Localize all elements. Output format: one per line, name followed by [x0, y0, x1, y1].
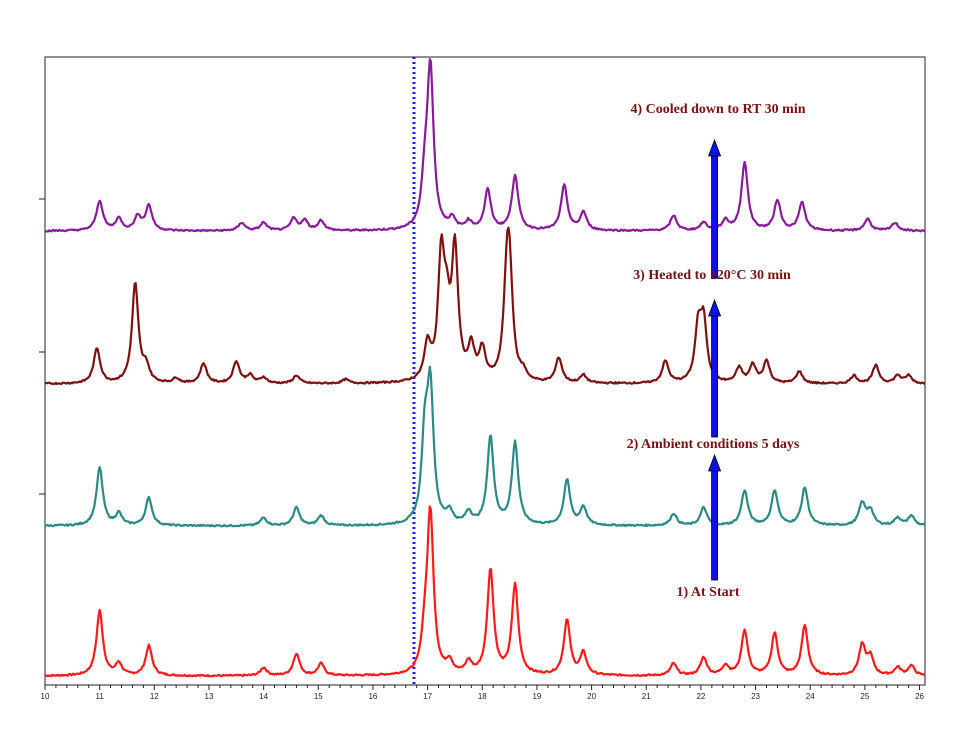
series-label-3: 3) Heated to 120°C 30 min — [633, 268, 791, 283]
y-axis-ticks — [39, 198, 45, 495]
x-tick-label: 14 — [259, 692, 268, 701]
x-tick-label: 20 — [587, 692, 596, 701]
x-tick-label: 21 — [642, 692, 651, 701]
x-tick-label: 23 — [751, 692, 760, 701]
series-label-1: 1) At Start — [677, 585, 740, 600]
plot-frame — [44, 56, 926, 686]
arrow-shaft — [711, 468, 718, 581]
x-tick-label: 17 — [423, 692, 432, 701]
x-tick-label: 13 — [205, 692, 214, 701]
series-label-4: 4) Cooled down to RT 30 min — [630, 102, 805, 117]
x-tick-label: 11 — [96, 692, 105, 701]
x-tick-label: 10 — [41, 692, 50, 701]
x-tick-label: 24 — [806, 692, 815, 701]
series-labels-group: 1) At Start 2) Ambient conditions 5 days 3… — [627, 102, 806, 600]
arrow-head-icon — [707, 138, 722, 157]
arrow-shaft — [711, 153, 718, 279]
x-tick-label: 12 — [150, 692, 159, 701]
x-tick-label: 19 — [532, 692, 541, 701]
x-tick-label: 15 — [314, 692, 323, 701]
arrow-head-icon — [707, 298, 722, 317]
series-line-3 — [44, 226, 926, 386]
series-group — [44, 57, 926, 678]
x-tick-label: 26 — [915, 692, 924, 701]
arrow-head-icon — [707, 453, 722, 472]
x-tick-label: 16 — [368, 692, 377, 701]
x-tick-label: 22 — [696, 692, 705, 701]
series-label-2: 2) Ambient conditions 5 days — [627, 437, 800, 452]
x-axis: 10 11 12 13 14 15 16 17 18 19 20 21 22 23 24 25 26 — [41, 685, 925, 701]
series-line-1 — [44, 505, 926, 678]
series-line-4 — [44, 57, 926, 233]
x-tick-label: 18 — [478, 692, 487, 701]
arrow-shaft — [711, 313, 718, 438]
x-tick-label: 25 — [860, 692, 869, 701]
arrows-group — [707, 138, 722, 581]
series-line-2 — [44, 365, 926, 528]
